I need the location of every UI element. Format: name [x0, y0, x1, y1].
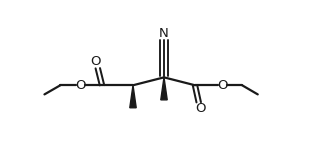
- Polygon shape: [161, 77, 167, 100]
- Text: O: O: [90, 55, 100, 68]
- Polygon shape: [130, 85, 136, 108]
- Text: O: O: [75, 79, 85, 92]
- Text: O: O: [196, 102, 206, 115]
- Text: N: N: [159, 27, 169, 40]
- Text: O: O: [217, 79, 228, 92]
